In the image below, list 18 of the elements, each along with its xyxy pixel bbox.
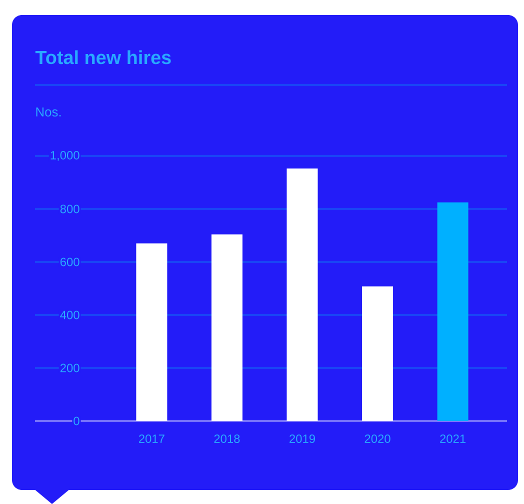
x-tick-label: 2018 [214,434,240,443]
bar [136,243,168,421]
x-tick-label: 2021 [440,434,466,443]
x-tick-label: 2020 [364,434,390,443]
y-axis-title: Nos. [36,107,61,117]
y-tick-label: 600 [60,258,80,266]
x-tick-label: 2017 [138,434,164,443]
y-tick-label: 800 [60,204,80,214]
y-tick-label: 400 [60,310,80,320]
y-tick-label: 200 [60,364,80,372]
bar [362,286,394,421]
x-tick-label: 2019 [290,434,315,443]
bar [286,168,318,421]
bar [437,202,468,421]
y-tick-label: 0 [74,416,80,426]
bar [211,234,242,421]
y-tick-label: 1,000 [50,151,80,161]
chart-title: Total new hires [35,50,171,64]
